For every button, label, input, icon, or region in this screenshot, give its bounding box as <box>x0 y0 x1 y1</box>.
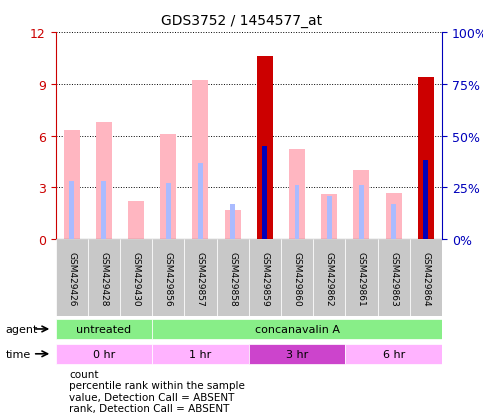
Bar <box>281 240 313 316</box>
Bar <box>56 344 152 364</box>
Bar <box>354 171 369 240</box>
Bar <box>69 182 74 240</box>
Bar <box>120 240 152 316</box>
Bar <box>166 184 170 240</box>
Bar <box>56 240 88 316</box>
Bar <box>230 204 235 240</box>
Text: GSM429859: GSM429859 <box>260 251 270 306</box>
Text: GSM429428: GSM429428 <box>99 251 108 305</box>
Bar <box>96 123 112 240</box>
Bar <box>249 344 345 364</box>
Bar <box>88 240 120 316</box>
Bar <box>289 150 305 240</box>
Text: 0 hr: 0 hr <box>93 349 115 358</box>
Text: value, Detection Call = ABSENT: value, Detection Call = ABSENT <box>69 392 234 402</box>
Bar <box>295 186 299 240</box>
Text: time: time <box>6 349 31 359</box>
Bar <box>378 240 410 316</box>
Text: GSM429861: GSM429861 <box>357 251 366 306</box>
Text: GSM429860: GSM429860 <box>293 251 301 306</box>
Bar <box>64 131 80 240</box>
Text: 3 hr: 3 hr <box>286 349 308 358</box>
Bar <box>216 240 249 316</box>
Text: GSM429862: GSM429862 <box>325 251 334 306</box>
Bar <box>262 147 267 240</box>
Bar <box>152 240 185 316</box>
Bar <box>418 78 434 240</box>
Bar <box>410 240 442 316</box>
Bar <box>152 319 442 339</box>
Text: agent: agent <box>6 325 38 335</box>
Text: GSM429858: GSM429858 <box>228 251 237 306</box>
Text: untreated: untreated <box>76 324 131 334</box>
Bar <box>160 135 176 240</box>
Text: 1 hr: 1 hr <box>189 349 212 358</box>
Text: count: count <box>69 369 99 379</box>
Bar <box>128 202 144 240</box>
Text: GSM429857: GSM429857 <box>196 251 205 306</box>
Bar <box>321 195 337 240</box>
Text: GSM429426: GSM429426 <box>67 251 76 305</box>
Text: GSM429430: GSM429430 <box>131 251 141 306</box>
Bar <box>185 240 216 316</box>
Text: GSM429856: GSM429856 <box>164 251 173 306</box>
Bar <box>198 163 203 240</box>
Bar <box>249 240 281 316</box>
Bar <box>385 193 402 240</box>
Bar <box>424 161 428 240</box>
Text: percentile rank within the sample: percentile rank within the sample <box>69 380 245 390</box>
Bar <box>192 81 209 240</box>
Bar <box>359 186 364 240</box>
Bar <box>225 210 241 240</box>
Text: GSM429864: GSM429864 <box>421 251 430 306</box>
Bar <box>345 240 378 316</box>
Bar <box>56 319 152 339</box>
Bar <box>345 344 442 364</box>
Bar <box>257 57 273 240</box>
Text: rank, Detection Call = ABSENT: rank, Detection Call = ABSENT <box>69 404 229 413</box>
Bar <box>327 196 332 240</box>
Text: GDS3752 / 1454577_at: GDS3752 / 1454577_at <box>161 14 322 28</box>
Bar <box>391 204 396 240</box>
Bar <box>101 182 106 240</box>
Text: GSM429863: GSM429863 <box>389 251 398 306</box>
Bar <box>152 344 249 364</box>
Text: 6 hr: 6 hr <box>383 349 405 358</box>
Text: concanavalin A: concanavalin A <box>255 324 340 334</box>
Bar <box>313 240 345 316</box>
